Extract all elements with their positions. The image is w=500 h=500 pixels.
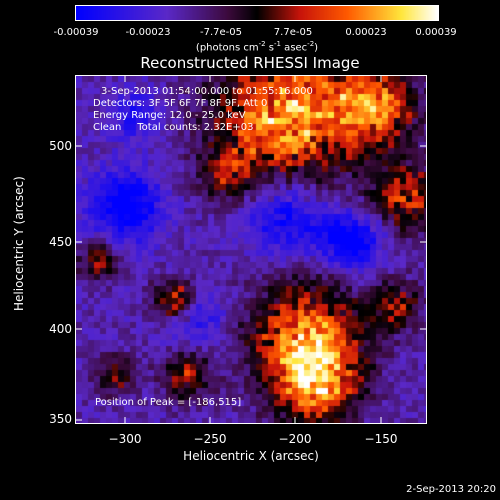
rhessi-image <box>76 76 426 423</box>
info-peak-position: Position of Peak = [-186,515] <box>95 397 242 408</box>
y-tick-label: 350 <box>49 412 72 426</box>
info-clean-counts: Clean Total counts: 2.32E+03 <box>93 122 254 133</box>
info-time-range: 3-Sep-2013 01:54:00.000 to 01:55:16.000 <box>101 86 313 97</box>
x-tick-label: −150 <box>364 432 398 446</box>
colorbar-tick-label: 0.00039 <box>415 27 457 38</box>
colorbar-tick-label: -0.00039 <box>53 27 99 38</box>
colorbar-tick-label: -7.7e-05 <box>200 27 242 38</box>
x-tick-label: −250 <box>193 432 227 446</box>
x-axis-label: Heliocentric X (arcsec) <box>183 449 319 463</box>
x-tick-label: −300 <box>108 432 142 446</box>
colorbar-tick-label: 7.7e-05 <box>273 27 313 38</box>
y-tick-label: 450 <box>49 235 72 249</box>
y-tick-label: 400 <box>49 322 72 336</box>
colorbar-units: (photons cm-2 s-1 asec-2) <box>195 40 319 54</box>
colorbar-tick-label: 0.00023 <box>345 27 387 38</box>
colorbar-tick-label: -0.00023 <box>125 27 171 38</box>
image-plot-area: 3-Sep-2013 01:54:00.000 to 01:55:16.000 … <box>75 75 427 424</box>
info-energy-range: Energy Range: 12.0 - 25.0 keV <box>93 110 246 121</box>
x-tick-label: −200 <box>278 432 312 446</box>
plot-title: Reconstructed RHESSI Image <box>140 54 360 72</box>
y-tick-label: 500 <box>49 139 72 153</box>
colorbar <box>75 5 439 21</box>
timestamp: 2-Sep-2013 20:20 <box>406 484 496 495</box>
info-detectors: Detectors: 3F 5F 6F 7F 8F 9F, Att 0 <box>93 98 268 109</box>
y-axis-label: Heliocentric Y (arcsec) <box>12 176 26 311</box>
